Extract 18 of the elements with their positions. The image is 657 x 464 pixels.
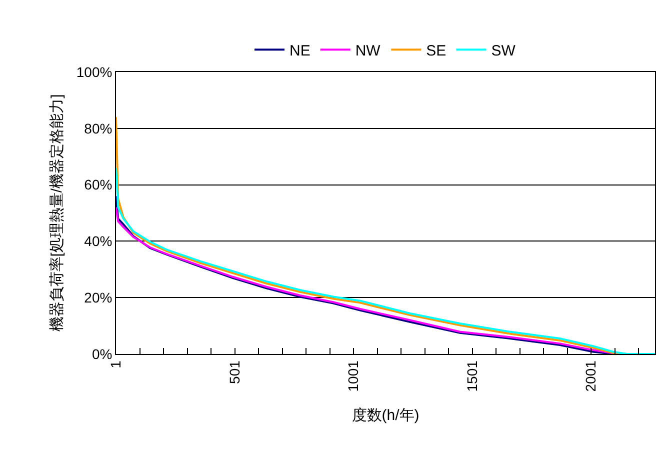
legend-label: SE <box>426 42 446 60</box>
line-series <box>116 166 655 354</box>
y-tick-label: 60% <box>84 176 112 193</box>
x-tick-label: 1001 <box>345 360 362 392</box>
y-tick-label: 20% <box>84 290 112 306</box>
y-tick-label: 40% <box>84 233 112 250</box>
y-tick-label: 80% <box>84 120 112 136</box>
legend-label: NE <box>290 42 310 60</box>
legend-label: NW <box>355 42 382 60</box>
y-tick-label: 100% <box>76 64 112 80</box>
y-tick-label: 0% <box>92 346 112 362</box>
x-tick-label: 2001 <box>582 360 599 392</box>
y-axis-title: 機器負荷率[処理熱量/機器定格能力] <box>48 94 66 332</box>
x-tick-label: 1 <box>108 360 124 368</box>
x-tick-label: 1501 <box>464 360 480 392</box>
x-tick-label: 501 <box>226 360 242 384</box>
x-axis-title: 度数(h/年) <box>352 406 420 424</box>
legend-label: SW <box>491 42 516 60</box>
